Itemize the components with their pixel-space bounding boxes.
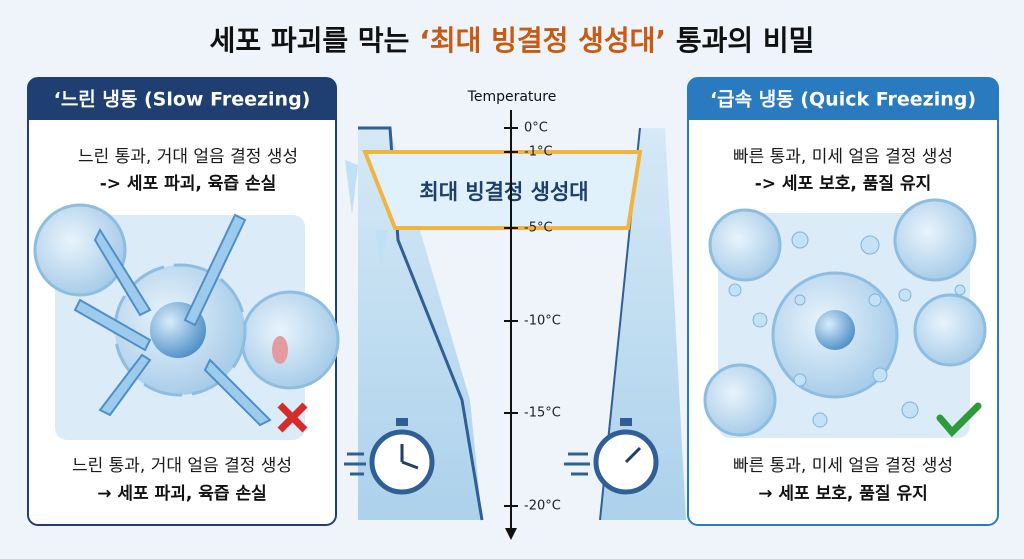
slow-text: -> 세포 파괴, 육즙 손실 xyxy=(100,174,277,194)
axis-arrow xyxy=(505,528,517,540)
slow-stopwatch xyxy=(344,418,435,495)
icicle xyxy=(345,160,358,215)
tick-label: -20°C xyxy=(524,499,561,514)
quick-text: 빠른 통과, 미세 얼음 결정 생성 xyxy=(733,456,953,476)
quick-text: -> 세포 보호, 품질 유지 xyxy=(755,173,932,194)
quick-illustration xyxy=(703,198,987,438)
tick-label: -5°C xyxy=(524,221,553,236)
title-suffix: 통과의 비밀 xyxy=(676,24,815,57)
icicle xyxy=(375,230,388,265)
slow-illustration xyxy=(33,203,340,440)
title-highlight: ‘최대 빙결정 생성대’ xyxy=(419,24,666,57)
tick-label: -10°C xyxy=(524,314,561,329)
tick-label: -1°C xyxy=(524,145,553,160)
slow-header: ‘느린 냉동 (Slow Freezing) xyxy=(54,89,311,111)
zone-label: 최대 빙결정 생성대 xyxy=(419,180,588,204)
quick-text: 빠른 통과, 미세 얼음 결정 생성 xyxy=(733,147,953,167)
quick-header: ‘급속 냉동 (Quick Freezing) xyxy=(710,89,976,111)
slow-ice xyxy=(358,128,482,520)
axis-label: Temperature xyxy=(467,89,557,105)
axis-ticks: 0°C -1°C -5°C -10°C -15°C -20°C xyxy=(504,121,561,514)
quick-header-bg xyxy=(688,78,998,120)
quick-stopwatch xyxy=(564,418,659,495)
slow-text: 느린 통과, 거대 얼음 결정 생성 xyxy=(72,456,292,476)
quick-text: → 세포 보호, 품질 유지 xyxy=(758,483,928,504)
title: 세포 파괴를 막는 ‘최대 빙결정 생성대’ 통과의 비밀 xyxy=(210,24,815,57)
title-prefix: 세포 파괴를 막는 xyxy=(210,24,410,57)
slow-text: 느린 통과, 거대 얼음 결정 생성 xyxy=(78,147,298,167)
slow-curve xyxy=(358,126,484,521)
tick-label: -15°C xyxy=(524,406,561,421)
slow-text: → 세포 파괴, 육즙 손실 xyxy=(97,484,267,504)
slow-header-bg xyxy=(28,78,336,120)
zone-band xyxy=(362,150,643,230)
tick-label: 0°C xyxy=(524,121,548,136)
